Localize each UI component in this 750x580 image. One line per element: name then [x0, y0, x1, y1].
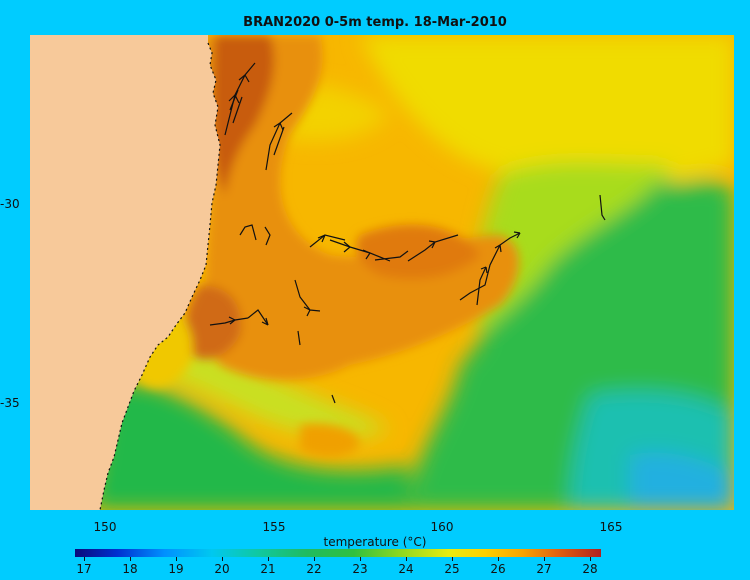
colorbar-tick-mark	[406, 557, 407, 561]
x-tick-label: 155	[262, 520, 286, 534]
colorbar-tick-label: 18	[122, 562, 138, 576]
colorbar-tick-label: 22	[306, 562, 322, 576]
y-tick-label: -30	[0, 197, 20, 211]
colorbar-tick-label: 24	[398, 562, 414, 576]
colorbar-tick-label: 23	[352, 562, 368, 576]
colorbar-tick-label: 27	[536, 562, 552, 576]
colorbar-tick-mark	[176, 557, 177, 561]
colorbar-tick-label: 25	[444, 562, 460, 576]
map-title: BRAN2020 0-5m temp. 18-Mar-2010	[243, 15, 507, 30]
colorbar-tick-label: 21	[260, 562, 276, 576]
colorbar-tick-mark	[452, 557, 453, 561]
temperature-map	[30, 35, 734, 510]
colorbar-tick-mark	[84, 557, 85, 561]
colorbar-tick-mark	[314, 557, 315, 561]
colorbar-label: temperature (°C)	[323, 535, 427, 549]
x-tick-label: 160	[430, 520, 454, 534]
colorbar-tick-mark	[590, 557, 591, 561]
colorbar	[75, 549, 601, 557]
colorbar-tick-mark	[130, 557, 131, 561]
y-tick-label: -35	[0, 396, 20, 410]
colorbar-tick-label: 20	[214, 562, 230, 576]
australia-land	[30, 35, 220, 510]
colorbar-tick-label: 28	[582, 562, 598, 576]
colorbar-tick-mark	[360, 557, 361, 561]
colorbar-tick-label: 19	[168, 562, 184, 576]
x-tick-label: 150	[93, 520, 117, 534]
colorbar-tick-label: 17	[76, 562, 92, 576]
colorbar-tick-mark	[222, 557, 223, 561]
coastline	[99, 42, 221, 510]
colorbar-tick-label: 26	[490, 562, 506, 576]
x-tick-label: 165	[599, 520, 623, 534]
colorbar-tick-mark	[544, 557, 545, 561]
colorbar-tick-mark	[268, 557, 269, 561]
colorbar-tick-mark	[498, 557, 499, 561]
